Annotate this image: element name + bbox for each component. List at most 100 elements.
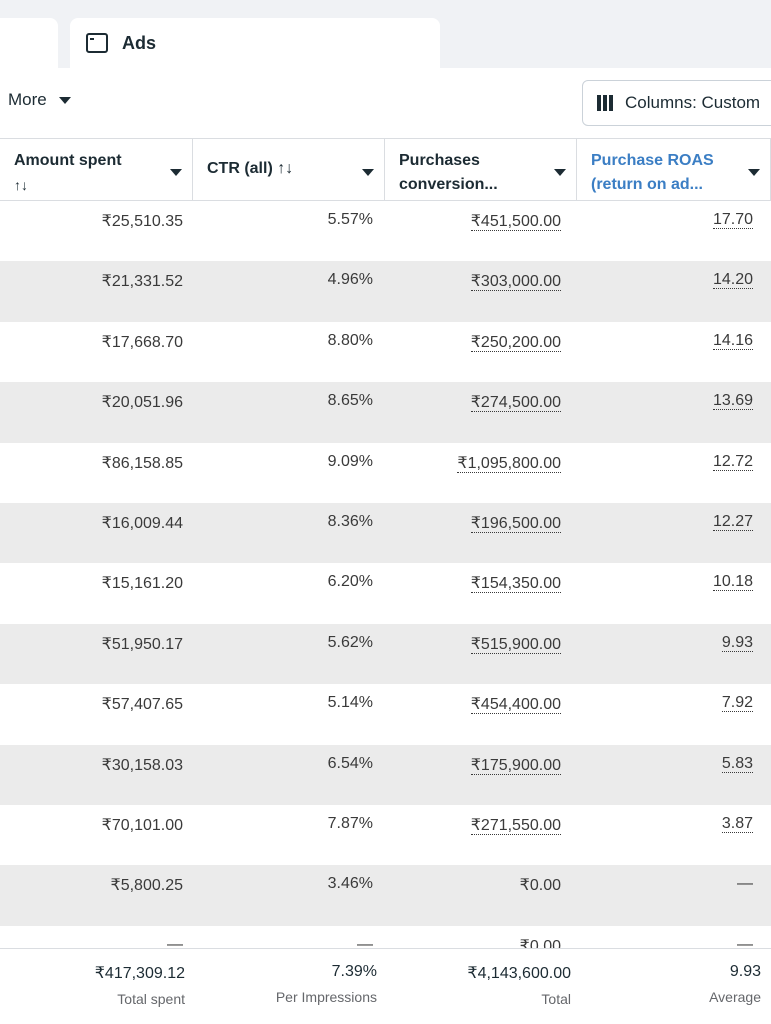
- cell-value: 5.14%: [327, 694, 373, 712]
- cell-value: 4.96%: [327, 271, 373, 289]
- summary-label: Total: [541, 991, 571, 1007]
- cell-ctr: 5.57%: [193, 201, 385, 261]
- summary-ctr: 7.39% Per Impressions: [193, 949, 385, 1024]
- cell-value-link[interactable]: ₹274,500.00: [470, 394, 561, 413]
- cell-value: ₹15,161.20: [101, 575, 183, 593]
- cell-value-link[interactable]: ₹196,500.00: [470, 514, 561, 533]
- cell-value-link[interactable]: ₹250,200.00: [470, 333, 561, 352]
- cell-ctr: 3.46%: [193, 865, 385, 925]
- caret-down-icon[interactable]: [170, 169, 182, 176]
- cell-amount-spent: ₹30,158.03: [0, 745, 193, 805]
- tab-strip: Ads: [0, 0, 771, 68]
- cell-ctr: 8.36%: [193, 503, 385, 563]
- summary-row: ₹417,309.12 Total spent 7.39% Per Impres…: [0, 948, 771, 1024]
- tab-previous[interactable]: [0, 18, 58, 68]
- cell-purchase-roas: 7.92: [577, 684, 771, 744]
- cell-amount-spent: ₹57,407.65: [0, 684, 193, 744]
- table-row: ₹21,331.52 4.96% ₹303,000.00 14.20: [0, 261, 771, 322]
- cell-value: ₹25,510.35: [101, 213, 183, 230]
- header-label-line2: conversion...: [399, 176, 498, 193]
- cell-ctr: 7.87%: [193, 805, 385, 865]
- cell-value-link[interactable]: 13.69: [712, 392, 753, 411]
- cell-value-link[interactable]: ₹303,000.00: [470, 273, 561, 292]
- cell-value: 7.87%: [327, 814, 373, 832]
- cell-value: ₹57,407.65: [101, 696, 183, 714]
- cell-ctr: 6.20%: [193, 563, 385, 623]
- summary-value: ₹4,143,600.00: [467, 965, 571, 982]
- cell-value-link[interactable]: ₹154,350.00: [470, 575, 561, 594]
- cell-value-link[interactable]: 14.16: [712, 331, 753, 350]
- caret-down-icon[interactable]: [362, 169, 374, 176]
- column-header-purchase-roas[interactable]: Purchase ROAS (return on ad...: [577, 139, 771, 200]
- column-header-ctr[interactable]: CTR (all) ↑↓: [193, 139, 385, 200]
- header-label-line1: Purchases: [399, 152, 480, 169]
- cell-purchase-roas: —: [577, 865, 771, 925]
- cell-value: ₹51,950.17: [101, 635, 183, 653]
- cell-value-link[interactable]: ₹454,400.00: [470, 696, 561, 715]
- columns-icon: [597, 95, 613, 111]
- summary-value: 7.39%: [331, 963, 377, 980]
- ads-table: Amount spent ↑↓ CTR (all) ↑↓ Purchases c…: [0, 138, 771, 986]
- cell-ctr: 4.96%: [193, 261, 385, 321]
- header-row: Amount spent ↑↓ CTR (all) ↑↓ Purchases c…: [0, 138, 771, 201]
- header-label: Amount spent: [14, 152, 122, 169]
- cell-value-link[interactable]: ₹1,095,800.00: [457, 454, 561, 473]
- cell-purchases-conversion: ₹274,500.00: [385, 382, 577, 442]
- cell-ctr: 5.62%: [193, 624, 385, 684]
- cell-amount-spent: ₹51,950.17: [0, 624, 193, 684]
- cell-amount-spent: ₹21,331.52: [0, 261, 193, 321]
- columns-button[interactable]: Columns: Custom: [582, 80, 771, 126]
- table-row: ₹51,950.17 5.62% ₹515,900.00 9.93: [0, 623, 771, 685]
- cell-value: 6.20%: [327, 573, 373, 591]
- tab-label: Ads: [122, 32, 157, 53]
- cell-purchase-roas: 17.70: [577, 201, 771, 261]
- cell-amount-spent: ₹5,800.25: [0, 865, 193, 925]
- cell-ctr: 8.65%: [193, 382, 385, 442]
- cell-ctr: 8.80%: [193, 322, 385, 382]
- cell-value-link[interactable]: 17.70: [712, 211, 753, 229]
- table-row: ₹25,510.35 5.57% ₹451,500.00 17.70: [0, 201, 771, 261]
- cell-value-link[interactable]: 3.87: [721, 814, 753, 833]
- cell-value: ₹30,158.03: [101, 756, 183, 774]
- cell-purchase-roas: 14.16: [577, 322, 771, 382]
- cell-purchases-conversion: ₹196,500.00: [385, 503, 577, 563]
- cell-purchases-conversion: ₹303,000.00: [385, 261, 577, 321]
- cell-amount-spent: ₹70,101.00: [0, 805, 193, 865]
- header-label: CTR (all) ↑↓: [207, 160, 294, 177]
- column-header-purchases-conversion[interactable]: Purchases conversion...: [385, 139, 577, 200]
- cell-value-link[interactable]: 10.18: [712, 573, 753, 592]
- sort-icon[interactable]: ↑↓: [14, 177, 28, 193]
- cell-value-link[interactable]: 5.83: [721, 754, 753, 773]
- cell-purchase-roas: 9.93: [577, 624, 771, 684]
- cell-value-link[interactable]: 7.92: [721, 694, 753, 713]
- cell-value-link[interactable]: 12.27: [712, 512, 753, 531]
- cell-purchases-conversion: ₹0.00: [385, 865, 577, 925]
- summary-label: Average: [709, 989, 761, 1005]
- cell-value: ₹5,800.25: [110, 877, 183, 895]
- more-label: More: [8, 90, 47, 109]
- cell-value-link[interactable]: ₹451,500.00: [470, 213, 561, 231]
- column-header-amount-spent[interactable]: Amount spent ↑↓: [0, 139, 193, 200]
- cell-value-link[interactable]: 9.93: [721, 633, 753, 652]
- summary-value: ₹417,309.12: [94, 965, 185, 982]
- cell-value-link[interactable]: ₹515,900.00: [470, 635, 561, 654]
- caret-down-icon[interactable]: [748, 169, 760, 176]
- cell-value-link[interactable]: ₹175,900.00: [470, 756, 561, 775]
- table-row: ₹86,158.85 9.09% ₹1,095,800.00 12.72: [0, 443, 771, 503]
- tab-ads[interactable]: Ads: [70, 18, 440, 68]
- summary-label: Per Impressions: [275, 989, 377, 1005]
- cell-value-link[interactable]: 14.20: [712, 271, 753, 290]
- table-row: ₹30,158.03 6.54% ₹175,900.00 5.83: [0, 744, 771, 805]
- cell-purchases-conversion: ₹250,200.00: [385, 322, 577, 382]
- cell-value-link[interactable]: ₹271,550.00: [470, 816, 561, 835]
- cell-value: 9.09%: [327, 452, 373, 470]
- cell-value: 6.54%: [327, 754, 373, 772]
- ad-window-icon: [86, 33, 108, 53]
- cell-purchases-conversion: ₹175,900.00: [385, 745, 577, 805]
- cell-purchases-conversion: ₹271,550.00: [385, 805, 577, 865]
- table-row: ₹17,668.70 8.80% ₹250,200.00 14.16: [0, 322, 771, 382]
- more-button[interactable]: More: [8, 90, 71, 110]
- cell-value-link[interactable]: 12.72: [712, 452, 753, 471]
- header-label-line1: Purchase ROAS: [591, 152, 714, 169]
- caret-down-icon[interactable]: [554, 169, 566, 176]
